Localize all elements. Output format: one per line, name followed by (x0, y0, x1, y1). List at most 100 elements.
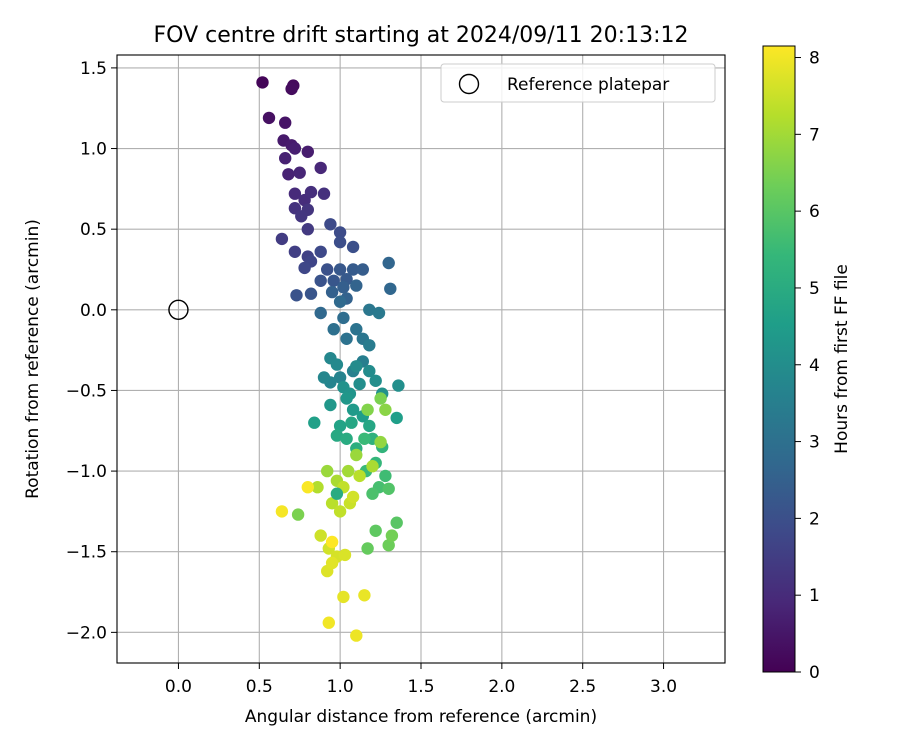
grid-lines (117, 55, 725, 663)
data-points (256, 76, 405, 642)
data-point (325, 285, 339, 299)
data-point (321, 263, 334, 276)
data-point (288, 245, 302, 258)
data-point (384, 282, 397, 295)
data-point (327, 274, 340, 287)
data-point (324, 218, 337, 231)
data-point (350, 323, 363, 336)
data-point (340, 332, 353, 345)
y-axis-ticks: −2.0 −1.5 −1.0 −0.5 0.0 0.5 1.0 1.5 (66, 59, 117, 643)
data-point (363, 303, 376, 316)
data-point (342, 464, 355, 478)
data-point (382, 539, 395, 552)
data-point (366, 487, 379, 500)
legend-marker-open-circle (458, 73, 480, 95)
data-point (361, 403, 374, 416)
data-point (301, 145, 314, 158)
reference-marker-group (168, 299, 189, 321)
y-tick-label: 0.5 (80, 220, 107, 240)
data-point (324, 398, 337, 412)
y-tick-label: 1.5 (80, 59, 107, 79)
x-tick-label: 1.0 (327, 677, 354, 697)
data-point (346, 403, 360, 416)
chart-title: FOV centre drift starting at 2024/09/11 … (154, 23, 689, 48)
y-tick-label: −1.0 (66, 462, 107, 482)
legend: Reference platepar (440, 63, 716, 103)
data-point (333, 226, 347, 239)
data-point (353, 377, 366, 391)
data-point (379, 403, 392, 416)
data-point (356, 263, 369, 276)
data-point (301, 223, 314, 236)
y-tick-label: −0.5 (66, 381, 107, 401)
y-tick-label: 1.0 (80, 140, 107, 160)
data-point (295, 210, 308, 223)
data-point (350, 629, 363, 642)
data-point (392, 379, 405, 392)
data-point (333, 235, 347, 249)
data-point (275, 232, 289, 246)
data-point (350, 279, 363, 292)
data-point (366, 460, 379, 473)
data-point (337, 311, 350, 325)
data-point (290, 289, 303, 302)
data-point (363, 419, 376, 433)
colorbar-ticks: 0 1 2 3 4 5 6 7 8 (795, 49, 820, 683)
reference-platepar-point (168, 299, 189, 321)
data-point (317, 371, 331, 384)
data-point (304, 185, 318, 199)
data-point (358, 432, 371, 445)
data-point (279, 116, 292, 129)
data-point (304, 287, 318, 300)
data-point (346, 263, 360, 276)
y-tick-label: 0.0 (80, 301, 107, 321)
data-point (314, 274, 327, 287)
colorbar-tick-label: 1 (809, 586, 820, 606)
data-point (363, 364, 376, 378)
data-point (350, 448, 363, 462)
data-point (353, 469, 366, 483)
data-point (330, 487, 344, 500)
data-point (361, 542, 374, 555)
data-point (346, 240, 360, 254)
data-point (288, 187, 302, 200)
data-point (333, 295, 347, 308)
x-tick-label: 1.5 (407, 677, 434, 697)
data-point (298, 261, 311, 275)
x-axis-ticks: 0.0 0.5 1.0 1.5 2.0 2.5 3.0 (165, 663, 677, 697)
data-point (301, 481, 314, 494)
data-point (279, 152, 292, 165)
colorbar-tick-label: 5 (809, 279, 820, 299)
data-point (369, 374, 382, 387)
data-point (291, 508, 305, 521)
data-point (282, 168, 295, 181)
y-tick-label: −1.5 (66, 543, 107, 563)
data-point (321, 464, 334, 478)
data-point (314, 161, 327, 175)
data-point (374, 435, 387, 449)
colorbar-tick-label: 7 (809, 125, 820, 145)
colorbar-gradient (762, 45, 796, 673)
data-point (350, 360, 363, 373)
data-point (333, 371, 347, 384)
colorbar-tick-label: 8 (809, 49, 820, 69)
colorbar-tick-label: 4 (809, 356, 820, 376)
data-point (340, 432, 353, 445)
data-point (333, 505, 347, 518)
data-point (256, 76, 269, 89)
data-point (330, 358, 344, 371)
data-point (382, 256, 395, 270)
data-point (311, 481, 324, 494)
data-point (337, 590, 350, 604)
data-point (340, 392, 353, 405)
data-point (358, 589, 371, 602)
data-point (374, 392, 387, 405)
y-axis-label: Rotation from reference (arcmin) (23, 219, 43, 499)
data-point (338, 548, 352, 562)
colorbar-tick-label: 2 (809, 509, 820, 529)
data-point (327, 323, 340, 336)
colorbar-tick-label: 6 (809, 202, 820, 222)
colorbar: 0 1 2 3 4 5 6 7 8 Hours from first FF file (762, 45, 852, 683)
data-point (288, 142, 302, 155)
